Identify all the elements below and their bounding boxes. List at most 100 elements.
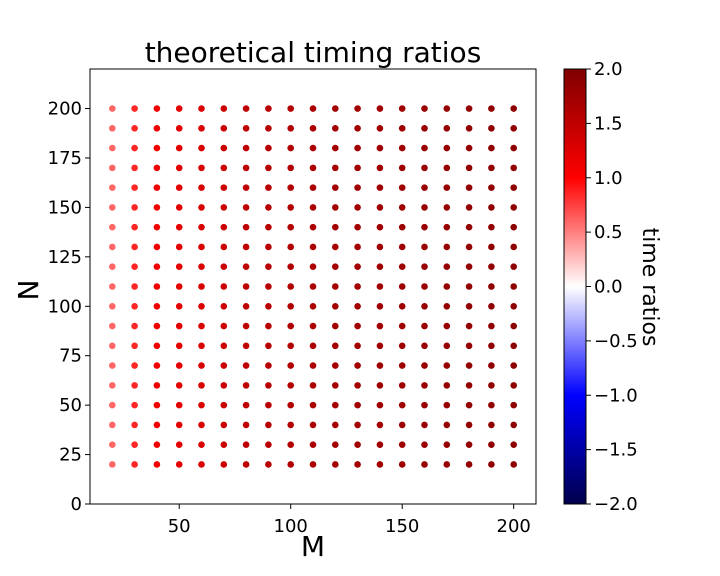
data-point xyxy=(398,461,406,468)
data-point xyxy=(421,362,428,369)
data-point xyxy=(309,125,317,132)
data-point xyxy=(443,204,451,211)
data-point xyxy=(488,401,495,409)
data-point xyxy=(131,302,138,310)
data-point xyxy=(376,342,384,350)
data-point xyxy=(198,184,205,191)
data-point xyxy=(398,322,406,330)
data-point xyxy=(242,164,250,172)
data-point xyxy=(175,184,183,191)
data-point xyxy=(510,342,517,350)
data-point xyxy=(376,144,384,152)
data-point xyxy=(109,164,116,172)
data-point xyxy=(376,204,384,211)
data-point xyxy=(309,322,317,330)
data-point xyxy=(354,144,361,152)
data-point xyxy=(376,382,384,389)
data-point xyxy=(421,401,428,409)
data-point xyxy=(354,302,361,310)
data-point xyxy=(465,421,473,429)
data-point xyxy=(265,382,272,389)
data-point xyxy=(131,401,138,409)
y-tick-label: 100 xyxy=(48,296,82,317)
data-point xyxy=(198,164,205,172)
data-point xyxy=(242,204,250,211)
data-point xyxy=(153,125,161,132)
data-point xyxy=(198,342,205,350)
data-point xyxy=(109,223,116,231)
data-point xyxy=(242,362,250,369)
data-point xyxy=(265,164,272,172)
data-point xyxy=(131,342,138,350)
data-point xyxy=(287,283,295,290)
data-point xyxy=(175,322,183,330)
data-point xyxy=(398,144,406,152)
data-point xyxy=(109,184,116,191)
data-point xyxy=(109,243,116,251)
data-point xyxy=(287,342,295,350)
data-point xyxy=(398,204,406,211)
data-point xyxy=(131,441,138,448)
data-point xyxy=(220,421,228,429)
data-point xyxy=(131,263,138,271)
data-point xyxy=(265,144,272,152)
data-point xyxy=(332,322,339,330)
data-point xyxy=(510,223,517,231)
data-point xyxy=(354,164,361,172)
data-point xyxy=(198,382,205,389)
data-point xyxy=(488,362,495,369)
data-point xyxy=(510,441,517,448)
y-axis-label: N xyxy=(12,280,45,301)
data-point xyxy=(354,125,361,132)
data-point xyxy=(220,105,228,112)
data-point xyxy=(443,401,451,409)
data-point xyxy=(242,342,250,350)
data-point xyxy=(242,223,250,231)
data-point xyxy=(198,441,205,448)
data-point xyxy=(309,184,317,191)
data-point xyxy=(287,263,295,271)
data-point xyxy=(287,302,295,310)
data-point xyxy=(510,362,517,369)
data-point xyxy=(220,283,228,290)
data-point xyxy=(398,184,406,191)
data-point xyxy=(354,283,361,290)
colorbar-tick-label: −2.0 xyxy=(594,494,638,515)
data-point xyxy=(354,441,361,448)
data-point xyxy=(265,342,272,350)
data-point xyxy=(153,342,161,350)
data-point xyxy=(376,461,384,468)
data-point xyxy=(153,223,161,231)
data-point xyxy=(443,263,451,271)
data-point xyxy=(510,461,517,468)
data-point xyxy=(465,204,473,211)
data-point xyxy=(287,362,295,369)
data-point xyxy=(153,263,161,271)
data-point xyxy=(376,164,384,172)
data-point xyxy=(488,204,495,211)
data-point xyxy=(332,105,339,112)
colorbar-tick-label: −1.0 xyxy=(594,385,638,406)
x-tick-label: 150 xyxy=(385,516,419,537)
data-point xyxy=(265,421,272,429)
data-point xyxy=(421,263,428,271)
data-point xyxy=(198,204,205,211)
data-point xyxy=(465,243,473,251)
data-point xyxy=(287,184,295,191)
data-point xyxy=(131,184,138,191)
data-point xyxy=(465,382,473,389)
data-point xyxy=(488,421,495,429)
data-point xyxy=(309,164,317,172)
colorbar-label: time ratios xyxy=(637,228,662,347)
data-point xyxy=(175,243,183,251)
data-point xyxy=(265,441,272,448)
data-point xyxy=(287,421,295,429)
data-point xyxy=(153,441,161,448)
data-point xyxy=(265,105,272,112)
data-point xyxy=(510,204,517,211)
data-point xyxy=(443,243,451,251)
data-point xyxy=(376,283,384,290)
data-point xyxy=(220,362,228,369)
data-point xyxy=(131,125,138,132)
data-point xyxy=(376,401,384,409)
